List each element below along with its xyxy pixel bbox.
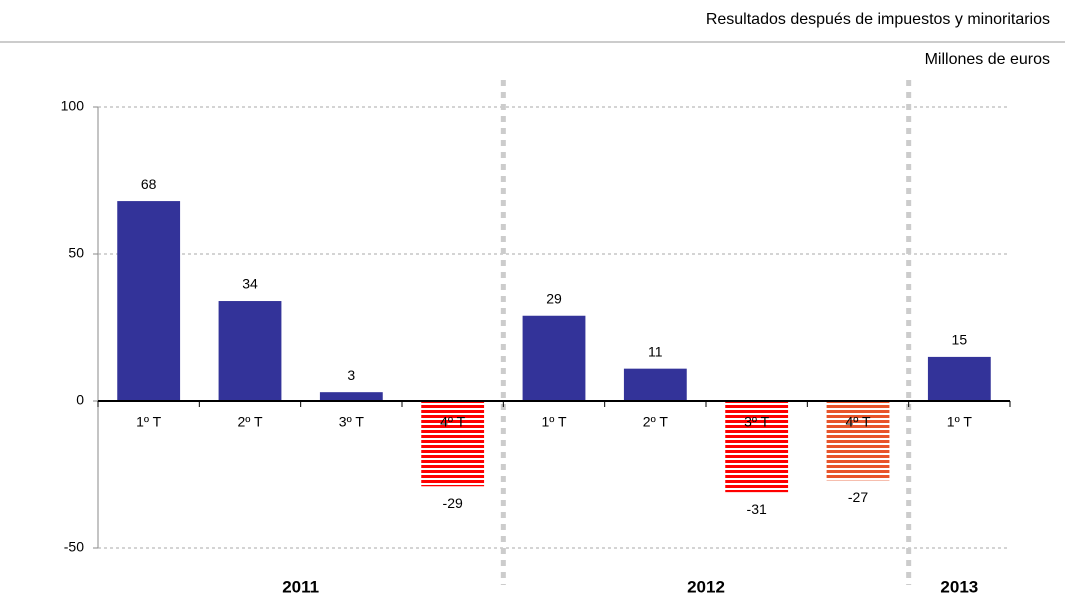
value-label: 3: [347, 367, 355, 383]
year-label: 2013: [940, 577, 978, 596]
bar: [522, 315, 586, 401]
x-tick-label: 4º T: [440, 414, 466, 430]
y-tick-label: 100: [61, 98, 85, 114]
x-tick-label: 1º T: [136, 414, 162, 430]
x-tick-label: 1º T: [541, 414, 567, 430]
value-label: 29: [546, 290, 562, 306]
x-tick-label: 3º T: [744, 414, 770, 430]
bar: [725, 401, 789, 493]
y-tick-label: -50: [64, 539, 84, 555]
bar: [927, 356, 991, 401]
bar: [623, 368, 687, 401]
value-label: -27: [848, 489, 868, 505]
chart-title: Resultados después de impuestos y minori…: [706, 11, 1050, 28]
value-label: 34: [242, 276, 258, 292]
x-tick-label: 2º T: [643, 414, 669, 430]
bar: [218, 301, 282, 401]
x-tick-label: 2º T: [237, 414, 263, 430]
value-label: -29: [443, 495, 463, 511]
x-tick-label: 4º T: [845, 414, 871, 430]
bar: [421, 401, 485, 487]
x-tick-label: 3º T: [339, 414, 365, 430]
value-label: -31: [747, 501, 767, 517]
x-tick-label: 1º T: [947, 414, 973, 430]
value-label: 68: [141, 176, 157, 192]
y-tick-label: 50: [68, 245, 84, 261]
value-label: 15: [952, 332, 968, 348]
value-label: 11: [648, 343, 663, 359]
y-tick-label: 0: [76, 392, 84, 408]
bar: [117, 201, 181, 401]
year-label: 2011: [282, 577, 319, 596]
bar: [826, 401, 890, 481]
chart-subtitle: Millones de euros: [925, 51, 1050, 68]
year-label: 2012: [687, 577, 725, 596]
bar: [319, 392, 383, 401]
